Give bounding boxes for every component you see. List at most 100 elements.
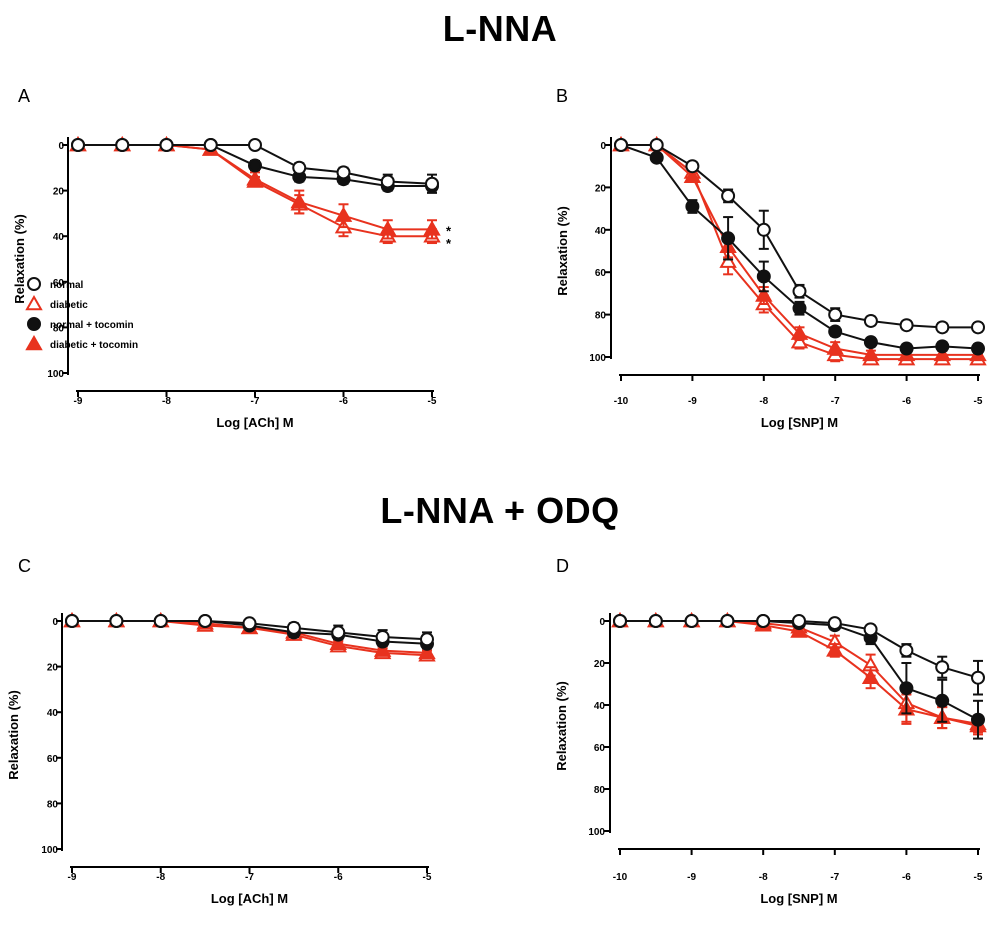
data-point <box>109 614 124 628</box>
significance-star: * <box>446 236 452 251</box>
y-tick-label: 20 <box>53 187 65 198</box>
data-point <box>331 625 346 640</box>
x-tick-label: -8 <box>759 872 768 883</box>
x-tick-label: -7 <box>245 872 254 883</box>
data-point <box>649 150 664 165</box>
data-point <box>420 632 434 647</box>
data-point <box>203 138 218 152</box>
x-tick-label: -8 <box>156 872 165 883</box>
data-point <box>425 176 439 191</box>
x-tick-label: -6 <box>334 872 343 883</box>
y-tick-label: 60 <box>594 743 606 754</box>
section-title-top: L-NNA <box>442 8 558 49</box>
data-point <box>863 313 878 328</box>
data-point <box>826 641 844 657</box>
data-point <box>790 333 809 349</box>
data-point <box>721 231 736 246</box>
data-point <box>792 614 806 628</box>
data-point <box>971 341 985 356</box>
y-tick-label: 0 <box>600 141 606 152</box>
series-normal <box>71 138 439 194</box>
data-point <box>684 614 699 628</box>
data-point <box>899 643 914 658</box>
data-point <box>933 345 952 362</box>
y-tick-label: 80 <box>594 785 606 796</box>
y-axis-label: Relaxation (%) <box>12 214 27 304</box>
data-point <box>971 320 985 335</box>
legend-item-diabetic: diabetic <box>25 294 88 311</box>
data-point <box>685 159 700 174</box>
data-point <box>790 324 809 340</box>
x-axis-label: Log [ACh] M <box>216 415 293 430</box>
x-tick-label: -8 <box>162 396 171 407</box>
series-normal <box>614 138 985 335</box>
series-line <box>621 144 978 329</box>
y-axis-label: Relaxation (%) <box>6 690 21 780</box>
legend-label: normal + tocomin <box>50 320 134 331</box>
data-point <box>242 616 257 631</box>
data-point <box>286 620 301 635</box>
y-tick-label: 20 <box>595 183 607 194</box>
data-point <box>648 614 663 628</box>
y-tick-label: 100 <box>588 827 605 838</box>
data-point <box>756 269 771 284</box>
data-point <box>334 206 353 222</box>
panel-letter-c: C <box>18 556 31 576</box>
legend-marker <box>25 294 43 311</box>
data-point <box>935 320 950 335</box>
data-point <box>935 693 950 708</box>
x-tick-label: -7 <box>831 396 840 407</box>
data-point <box>755 286 773 302</box>
data-point <box>971 712 985 727</box>
panel-letter-a: A <box>18 86 31 106</box>
series-diabetic-tocomin <box>611 611 987 736</box>
data-point <box>685 199 700 214</box>
data-point <box>935 660 950 675</box>
data-point <box>613 614 627 628</box>
legend-label: diabetic <box>50 300 88 311</box>
data-point <box>329 634 347 651</box>
x-tick-label: -10 <box>614 396 629 407</box>
x-axis-label: Log [SNP] M <box>760 891 837 906</box>
legend-marker <box>27 317 41 331</box>
y-tick-label: 40 <box>47 708 59 719</box>
data-point <box>971 670 985 685</box>
chart-panel-b: 0 20 40 60 80 100 -10 -9 -8 -7 -6 -5 Log [SNP] M Rela… <box>555 135 987 430</box>
panel-letter-d: D <box>556 556 569 576</box>
x-tick-label: -6 <box>902 872 911 883</box>
data-point <box>248 158 262 173</box>
series-normal <box>65 614 434 648</box>
significance-star: * <box>446 223 452 238</box>
data-point <box>720 614 735 628</box>
data-point <box>159 138 174 152</box>
legend-marker <box>27 277 41 291</box>
y-tick-label: 40 <box>53 232 65 243</box>
data-point <box>861 668 880 684</box>
y-tick-label: 0 <box>599 617 605 628</box>
data-point <box>790 622 808 638</box>
data-point <box>826 339 844 355</box>
data-point <box>862 345 880 362</box>
data-point <box>614 138 628 152</box>
x-axis-label: Log [SNP] M <box>761 415 838 430</box>
chart-panel-a: 0 20 40 60 80 100 -9 -8 -7 -6 -5 Log [ACh] M Relaxat… <box>12 135 452 430</box>
data-point <box>863 335 878 350</box>
x-tick-label: -6 <box>902 396 911 407</box>
x-tick-label: -6 <box>339 396 348 407</box>
y-tick-label: 60 <box>47 754 59 765</box>
data-point <box>248 138 262 152</box>
data-point <box>756 222 771 237</box>
x-tick-label: -9 <box>68 872 77 883</box>
section-title-bottom: L-NNA + ODQ <box>380 490 620 531</box>
data-point <box>649 138 664 152</box>
data-point <box>719 252 737 268</box>
chart-panel-c: 0 20 40 60 80 100 -9 -8 -7 -6 -5 Log [ACh] M Relaxat… <box>6 611 436 906</box>
data-point <box>827 616 842 631</box>
chart-panel-d: 0 20 40 60 80 100 -10 -9 -8 -7 -6 -5 Log [SNP] M Rela… <box>554 611 987 906</box>
data-point <box>828 307 843 322</box>
data-point <box>899 341 914 356</box>
legend-label: normal <box>50 280 84 291</box>
series-normal-tocomin <box>614 138 985 356</box>
data-point <box>115 138 130 152</box>
